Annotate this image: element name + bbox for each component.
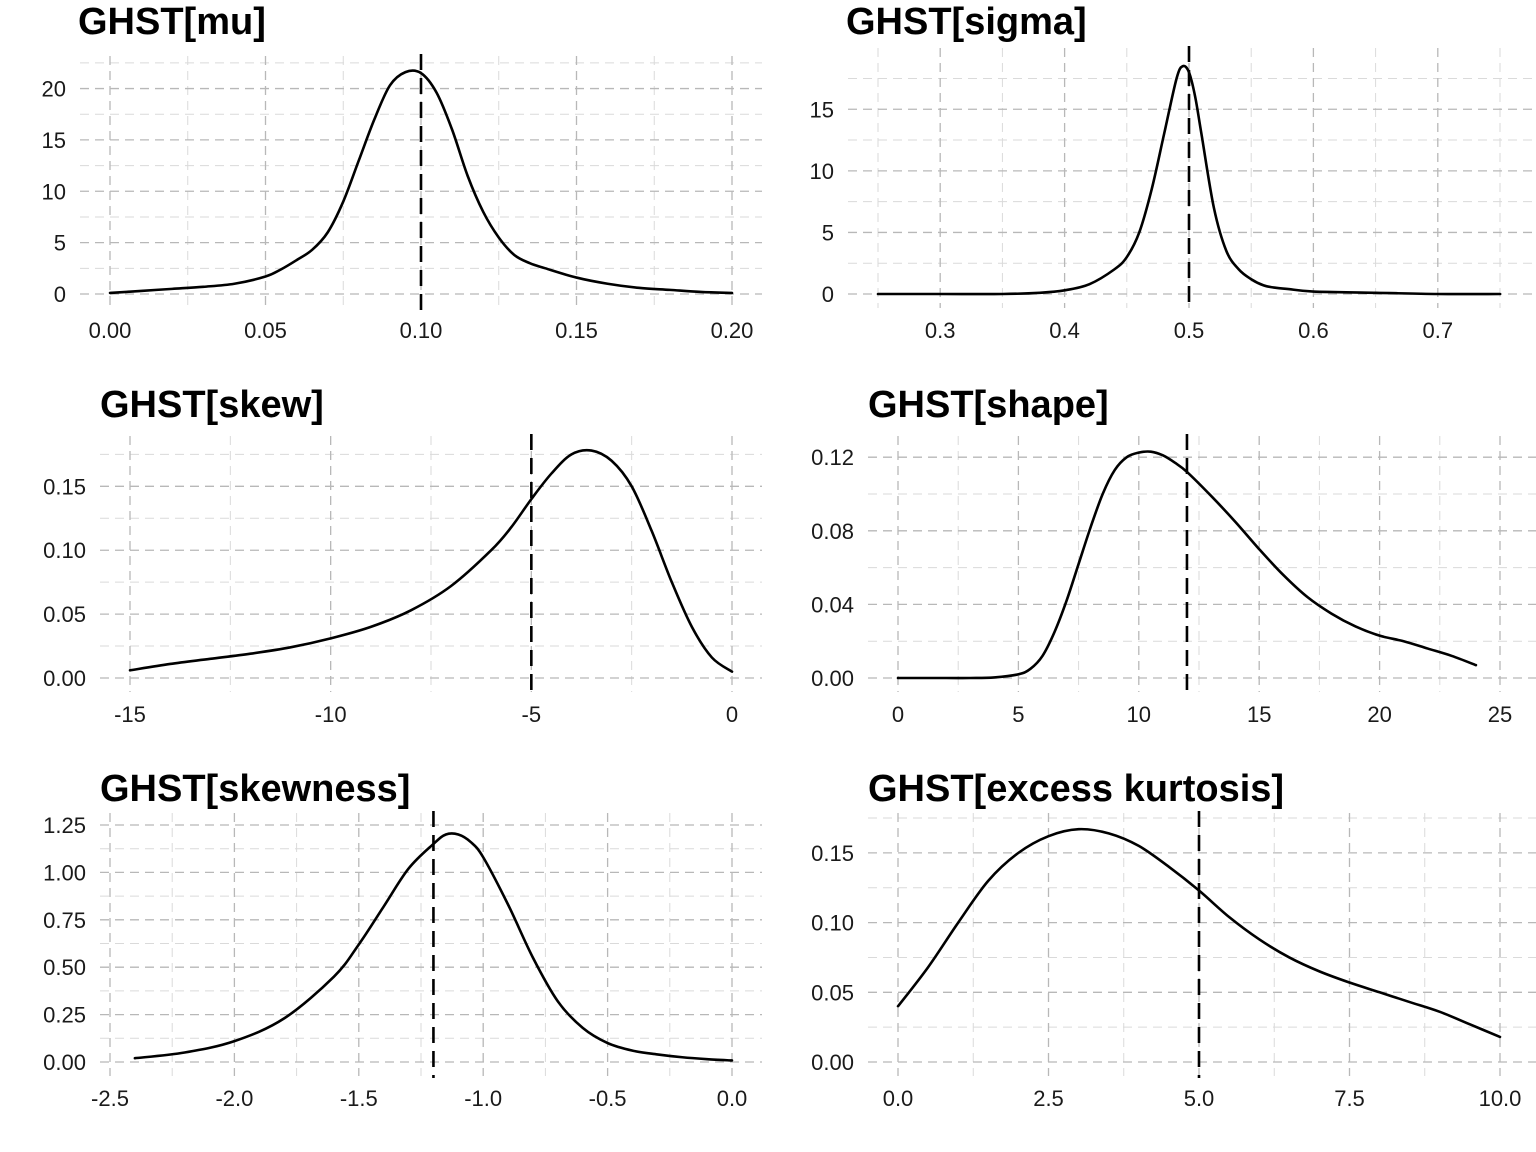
x-tick-label: 0 (892, 702, 904, 727)
panel-4: GHST[shape] 0 5 10 15 20 25 0.00 0.04 0.08 0.12 (811, 384, 1536, 727)
grid (868, 813, 1536, 1076)
y-tick-label: 0.05 (811, 980, 854, 1005)
x-tick-label: 10 (1127, 702, 1151, 727)
grid (100, 813, 762, 1076)
x-tick-label: 0 (726, 702, 738, 727)
x-tick-label: -10 (315, 702, 347, 727)
x-tick-label: 0.5 (1174, 318, 1205, 343)
y-tick-label: 0.00 (811, 666, 854, 691)
x-tick-label: -1.5 (340, 1086, 378, 1111)
panel-title: GHST[skew] (100, 384, 324, 426)
y-tick-label: 0.15 (43, 474, 86, 499)
panel-title: GHST[shape] (868, 384, 1109, 426)
x-tick-label: 2.5 (1033, 1086, 1064, 1111)
x-tick-label: 7.5 (1334, 1086, 1365, 1111)
panel-title: GHST[skewness] (100, 768, 410, 810)
y-tick-label: 0.04 (811, 592, 854, 617)
x-tick-label: 5.0 (1184, 1086, 1215, 1111)
x-tick-label: 10.0 (1479, 1086, 1522, 1111)
x-tick-label: 0.6 (1298, 318, 1329, 343)
y-tick-label: 0.25 (43, 1003, 86, 1028)
y-tick-label: 0.12 (811, 445, 854, 470)
y-tick-label: 0.15 (811, 841, 854, 866)
density-curve-1 (133, 832, 734, 1062)
y-tick-label: 0.08 (811, 519, 854, 544)
y-tick-label: 0.00 (43, 666, 86, 691)
x-tick-label: 0.3 (925, 318, 956, 343)
grid (868, 436, 1536, 692)
y-tick-label: 20 (42, 77, 66, 102)
y-tick-label: 0.00 (43, 1050, 86, 1075)
y-tick-label: 0.05 (43, 602, 86, 627)
y-tick-label: 1.25 (43, 813, 86, 838)
y-tick-label: 0.10 (811, 911, 854, 936)
x-tick-label: -5 (522, 702, 542, 727)
density-curve-1 (896, 450, 1478, 680)
x-tick-label: 0.15 (555, 318, 598, 343)
y-tick-label: 5 (54, 231, 66, 256)
x-tick-label: 15 (1247, 702, 1271, 727)
y-tick-label: 0 (54, 282, 66, 307)
x-tick-label: 0.4 (1049, 318, 1080, 343)
x-tick-label: -2.5 (91, 1086, 129, 1111)
panel-title: GHST[sigma] (846, 1, 1087, 43)
y-tick-label: 0 (822, 282, 834, 307)
y-tick-label: 0.50 (43, 955, 86, 980)
x-tick-label: 0.10 (400, 318, 443, 343)
grid (100, 436, 762, 692)
y-tick-label: 1.00 (43, 860, 86, 885)
density-curve-1 (128, 448, 734, 673)
y-tick-label: 0.00 (811, 1050, 854, 1075)
x-tick-label: 20 (1367, 702, 1391, 727)
panel-5: GHST[skewness] -2.5 -2.0 -1.5 -1.0 -0.5 0.0 0.0… (43, 768, 762, 1111)
panel-title: GHST[mu] (78, 1, 266, 43)
x-tick-label: 0.05 (244, 318, 287, 343)
x-tick-label: 0.00 (89, 318, 132, 343)
y-tick-label: 15 (810, 97, 834, 122)
y-tick-label: 0.10 (43, 538, 86, 563)
panel-1: GHST[mu] 0.00 0.05 0.10 0.15 0.20 0 5 10 15 20 (42, 1, 762, 343)
y-tick-label: 5 (822, 220, 834, 245)
x-tick-label: 0.20 (711, 318, 754, 343)
x-tick-label: 0.7 (1423, 318, 1454, 343)
grid (80, 56, 762, 308)
x-tick-label: -1.0 (464, 1086, 502, 1111)
panel-title: GHST[excess kurtosis] (868, 768, 1284, 810)
x-tick-label: 0.0 (883, 1086, 914, 1111)
y-tick-label: 10 (42, 179, 66, 204)
panel-3: GHST[skew] -15 -10 -5 0 0.00 0.05 0.10 0.15 (43, 384, 762, 727)
x-tick-label: 25 (1488, 702, 1512, 727)
y-tick-label: 15 (42, 128, 66, 153)
x-tick-label: -0.5 (589, 1086, 627, 1111)
x-tick-label: 5 (1012, 702, 1024, 727)
x-tick-label: -2.0 (215, 1086, 253, 1111)
x-tick-label: 0.0 (717, 1086, 748, 1111)
panel-2: GHST[sigma] 0.3 0.4 0.5 0.6 0.7 0 5 10 15 (810, 1, 1536, 343)
density-curve-1 (108, 69, 734, 295)
x-tick-label: -15 (114, 702, 146, 727)
y-tick-label: 0.75 (43, 908, 86, 933)
y-tick-label: 10 (810, 159, 834, 184)
panel-6: GHST[excess kurtosis] 0.0 2.5 5.0 7.5 10.0 0.0… (811, 768, 1536, 1111)
